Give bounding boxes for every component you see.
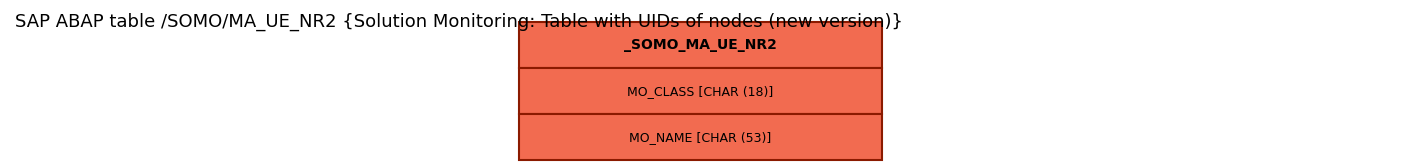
FancyBboxPatch shape [518,22,883,68]
Text: MO_NAME [CHAR (53)]: MO_NAME [CHAR (53)] [629,131,772,144]
FancyBboxPatch shape [518,68,883,114]
FancyBboxPatch shape [518,114,883,160]
Text: SAP ABAP table /SOMO/MA_UE_NR2 {Solution Monitoring: Table with UIDs of nodes (n: SAP ABAP table /SOMO/MA_UE_NR2 {Solution… [15,13,904,31]
Text: _SOMO_MA_UE_NR2: _SOMO_MA_UE_NR2 [623,38,778,52]
Text: MO_CLASS [CHAR (18)]: MO_CLASS [CHAR (18)] [628,85,773,98]
